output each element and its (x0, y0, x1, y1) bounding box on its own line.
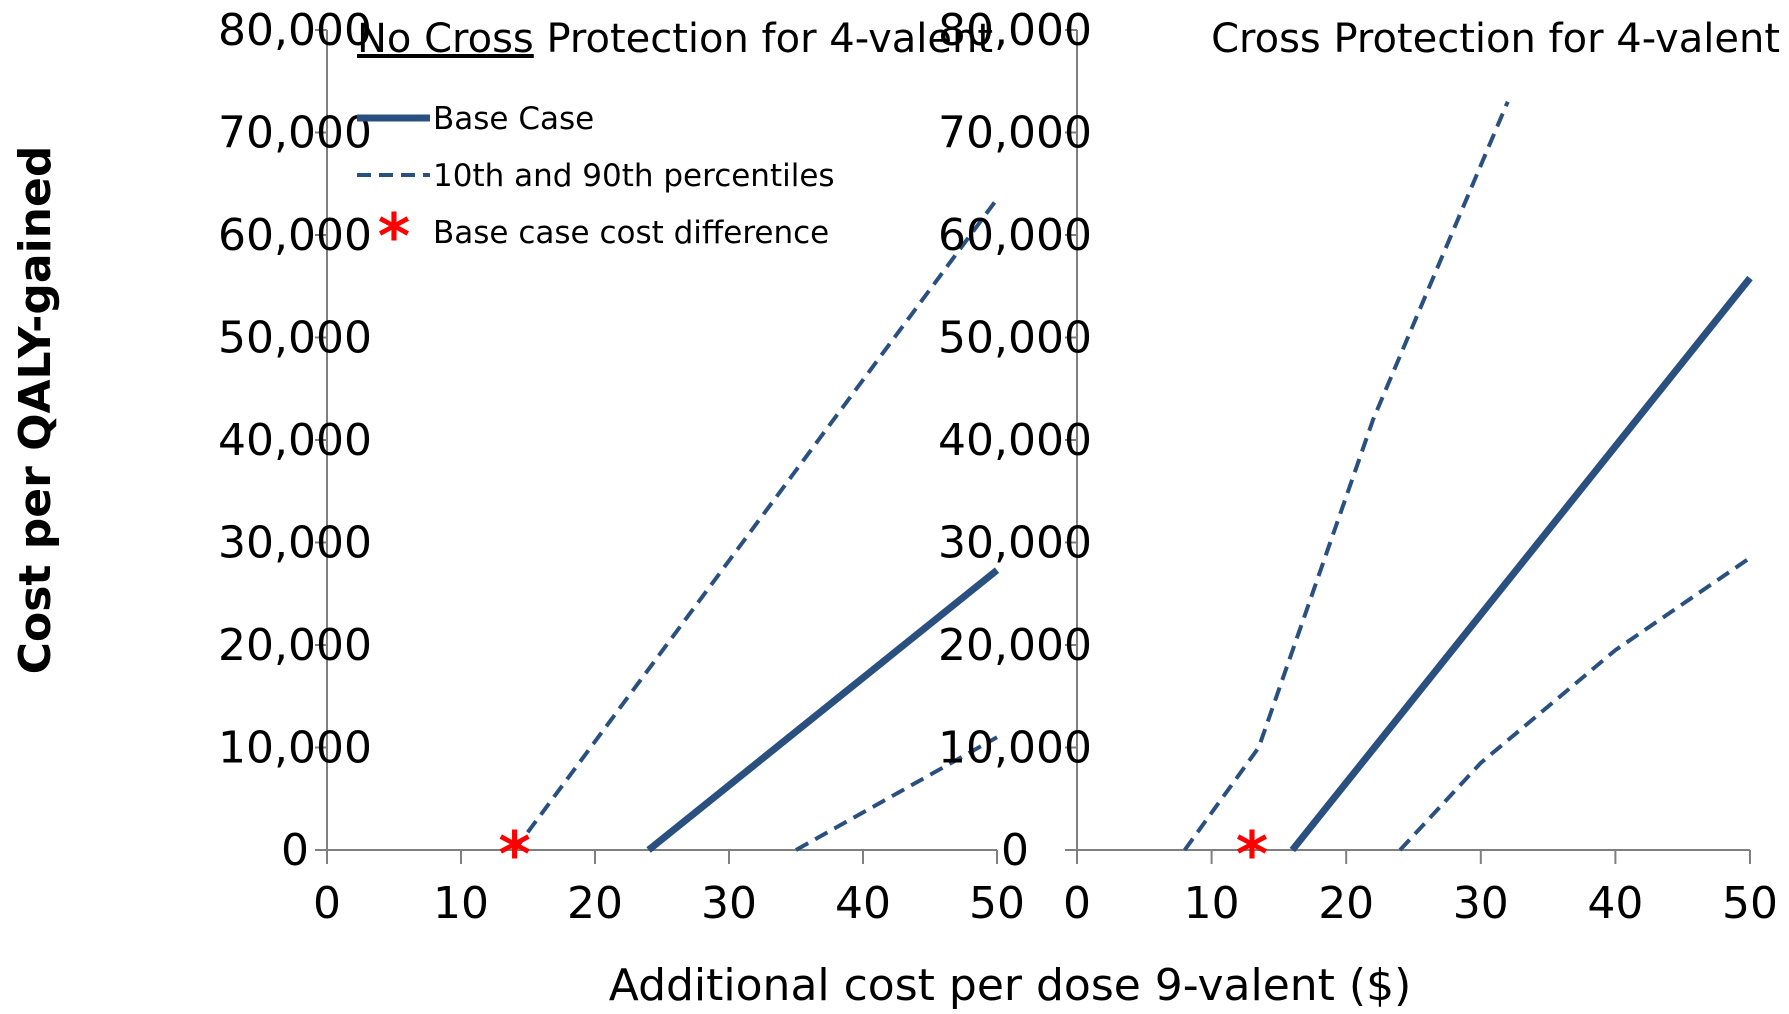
y-tick-label: 40,000 (938, 415, 1092, 466)
y-tick-label: 60,000 (938, 210, 1092, 261)
y-axis-label: Cost per QALY-gained (10, 146, 61, 675)
legend: Base Case 10th and 90th percentiles * Base … (357, 101, 835, 273)
x-tick-label: 0 (313, 878, 341, 929)
panel-title-rest: Cross Protection for 4-valent (1211, 16, 1780, 62)
percentile-line (795, 735, 998, 852)
x-tick-label: 20 (1318, 878, 1374, 929)
y-tick-label: 70,000 (218, 108, 372, 159)
panel-no-cross-protection: 0 10,000 20,000 30,000 40,000 50,000 60,000 70,… (218, 5, 1025, 929)
y-tick-label: 20,000 (218, 620, 372, 671)
x-tick-label: 10 (433, 878, 489, 929)
base-case-line (1289, 275, 1753, 853)
x-tick-label: 20 (567, 878, 623, 929)
panel-title-underlined: No Cross (357, 16, 534, 62)
base-case-cost-marker: * (498, 818, 530, 891)
panel-title-rest: Protection for 4-valent (534, 16, 993, 62)
base-case-cost-marker: * (1236, 818, 1268, 891)
y-tick-label: 0 (281, 825, 309, 876)
y-tick-label: 10,000 (938, 723, 1092, 774)
x-tick-label: 0 (1063, 878, 1091, 929)
base-case-line (646, 567, 1000, 853)
y-tick-label: 70,000 (938, 108, 1092, 159)
x-tick-label: 50 (969, 878, 1025, 929)
x-tick-label: 40 (1587, 878, 1643, 929)
x-tick-label: 30 (1453, 878, 1509, 929)
y-tick-label: 0 (1001, 825, 1029, 876)
legend-label: 10th and 90th percentiles (433, 158, 835, 194)
percentile-line (1398, 556, 1752, 852)
percentile-line (512, 197, 999, 852)
y-tick-label: 20,000 (938, 620, 1092, 671)
x-tick-label: 40 (835, 878, 891, 929)
panel-cross-protection: 0 10,000 20,000 30,000 40,000 50,000 60,000 70,… (938, 5, 1780, 929)
panel-title: Cross Protection for 4-valent (1211, 16, 1780, 62)
y-tick-label: 80,000 (218, 5, 372, 56)
legend-label: Base case cost difference (433, 215, 829, 251)
percentile-line (1183, 100, 1510, 852)
legend-swatch-star: * (378, 200, 410, 273)
y-tick-label: 60,000 (218, 210, 372, 261)
y-tick-label: 50,000 (938, 313, 1092, 364)
x-tick-label: 10 (1184, 878, 1240, 929)
y-tick-label: 80,000 (938, 5, 1092, 56)
y-tick-label: 10,000 (218, 723, 372, 774)
panel-title: No Cross Protection for 4-valent (357, 16, 993, 62)
y-tick-label: 30,000 (218, 518, 372, 569)
y-tick-label: 40,000 (218, 415, 372, 466)
x-axis-label: Additional cost per dose 9-valent ($) (609, 960, 1411, 1011)
x-tick-label: 30 (701, 878, 757, 929)
x-tick-label: 50 (1722, 878, 1778, 929)
legend-label: Base Case (433, 101, 594, 137)
y-tick-label: 30,000 (938, 518, 1092, 569)
y-tick-label: 50,000 (218, 313, 372, 364)
